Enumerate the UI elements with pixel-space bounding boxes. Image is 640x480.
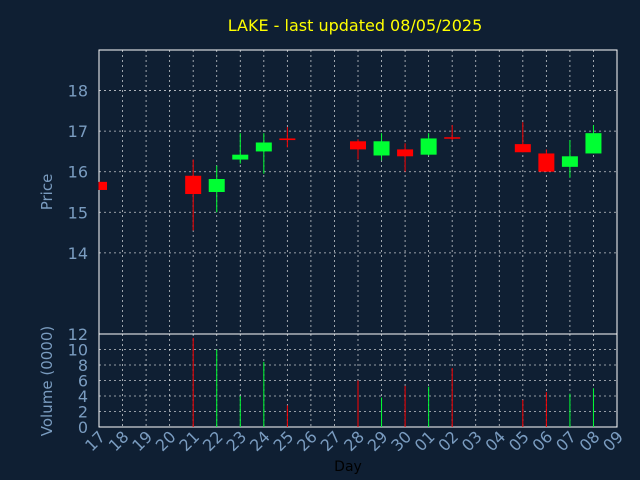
candle [585, 125, 602, 154]
volume-axis-label: Volume (0000) [38, 326, 56, 436]
candle [420, 133, 437, 156]
candle [397, 143, 414, 172]
candle [444, 125, 461, 141]
candle [208, 165, 225, 213]
volume-tick-label: 6 [78, 372, 88, 391]
candle-body [279, 138, 296, 141]
candle-body [350, 141, 366, 150]
x-tick-label: 09 [599, 427, 627, 455]
candle-body [99, 181, 107, 190]
price-tick-label: 12 [68, 325, 88, 344]
candle-body [397, 149, 414, 157]
volume-tick-label: 10 [68, 341, 88, 360]
candle [350, 139, 366, 160]
price-tick-label: 14 [68, 244, 88, 263]
price-axis-label: Price [38, 174, 56, 211]
volume-tick-label: 8 [78, 356, 88, 375]
x-axis: 1718192021222324252627282930010203040506… [81, 427, 627, 455]
x-axis-label: Day [334, 459, 362, 475]
candle-body [444, 137, 461, 139]
candle [514, 122, 531, 153]
volume-tick-label: 2 [78, 403, 88, 422]
candle [185, 159, 202, 231]
candle-body [373, 141, 390, 156]
candle [279, 127, 296, 148]
candle-body [208, 179, 225, 192]
candle-body [232, 154, 249, 160]
volume-tick-label: 0 [78, 418, 88, 437]
candle [561, 140, 578, 178]
price-panel: 14 15 16 17 18 12 [68, 49, 618, 344]
volume-tick-label: 4 [78, 387, 88, 406]
candle [538, 149, 555, 172]
candle [373, 133, 390, 161]
chart-title: LAKE - last updated 08/05/2025 [228, 16, 483, 35]
candle [232, 133, 249, 164]
candle-body [185, 175, 202, 195]
candle [98, 181, 107, 190]
price-tick-label: 18 [68, 82, 88, 101]
price-tick-label: 16 [68, 163, 88, 182]
candle-body [514, 144, 531, 153]
price-tick-label: 15 [68, 203, 88, 222]
candle-body [585, 133, 602, 154]
candle-body [538, 153, 555, 172]
candle-body [255, 142, 272, 152]
candle-body [420, 138, 437, 155]
candle-body [561, 156, 578, 167]
price-tick-label: 17 [68, 122, 88, 141]
candle [255, 133, 272, 174]
